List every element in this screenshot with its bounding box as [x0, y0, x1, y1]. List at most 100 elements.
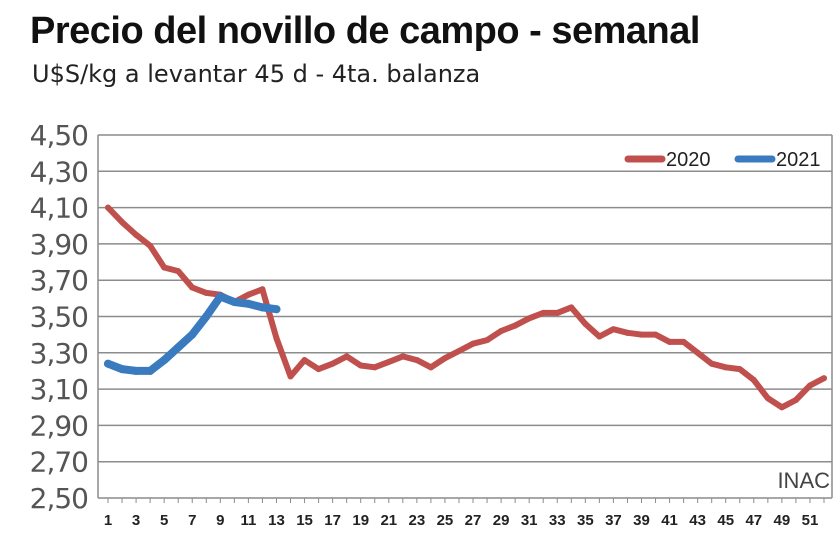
chart-title: Precio del novillo de campo - semanal — [30, 10, 700, 52]
data-point-2020 — [273, 335, 280, 342]
y-tick-label: 4,50 — [30, 119, 88, 152]
data-point-2020 — [343, 353, 350, 360]
y-tick-label: 2,70 — [30, 446, 88, 479]
x-tick-label: 1 — [104, 512, 112, 529]
x-tick-label: 19 — [352, 512, 369, 529]
y-tick-label: 4,10 — [30, 192, 88, 225]
data-point-2020 — [764, 395, 771, 402]
data-point-2021 — [230, 297, 239, 306]
data-point-2020 — [610, 326, 617, 333]
data-point-2021 — [258, 303, 267, 312]
data-point-2021 — [132, 366, 141, 375]
x-tick-label: 25 — [437, 512, 454, 529]
data-point-2020 — [554, 309, 561, 316]
x-tick-label: 33 — [549, 512, 566, 529]
data-point-2020 — [315, 366, 322, 373]
data-point-2020 — [329, 360, 336, 367]
data-point-2020 — [133, 231, 140, 238]
data-point-2020 — [105, 204, 111, 211]
data-point-2020 — [821, 375, 827, 382]
x-tick-label: 31 — [521, 512, 538, 529]
data-point-2020 — [427, 364, 434, 371]
data-point-2020 — [596, 333, 603, 340]
x-tick-label: 13 — [268, 512, 285, 529]
data-point-2020 — [455, 347, 462, 354]
legend-label-2020: 2020 — [666, 149, 711, 171]
y-tick-label: 3,30 — [30, 337, 88, 370]
data-point-2020 — [484, 337, 491, 344]
x-tick-label: 5 — [160, 512, 168, 529]
source-label: INAC — [777, 468, 830, 493]
data-point-2020 — [666, 338, 673, 345]
x-tick-label: 47 — [745, 512, 762, 529]
y-tick-label: 2,90 — [30, 409, 88, 442]
data-point-2020 — [540, 309, 547, 316]
data-point-2020 — [638, 331, 645, 338]
x-tick-label: 3 — [132, 512, 140, 529]
x-tick-label: 51 — [802, 512, 819, 529]
data-point-2020 — [806, 382, 813, 389]
x-tick-label: 27 — [465, 512, 482, 529]
data-point-2020 — [147, 242, 154, 249]
y-tick-label: 2,50 — [30, 482, 88, 515]
x-tick-label: 49 — [774, 512, 791, 529]
x-tick-label: 45 — [717, 512, 734, 529]
data-point-2020 — [287, 373, 294, 380]
data-point-2020 — [792, 396, 799, 403]
x-tick-label: 15 — [296, 512, 313, 529]
data-point-2020 — [652, 331, 659, 338]
y-tick-label: 3,70 — [30, 264, 88, 297]
data-point-2021 — [174, 343, 183, 352]
x-tick-label: 39 — [633, 512, 650, 529]
data-point-2020 — [399, 353, 406, 360]
x-tick-label: 35 — [577, 512, 594, 529]
data-point-2020 — [441, 355, 448, 362]
data-point-2020 — [161, 264, 168, 271]
data-point-2020 — [245, 291, 252, 298]
data-point-2020 — [470, 340, 477, 347]
x-tick-label: 17 — [324, 512, 341, 529]
data-point-2020 — [512, 322, 519, 329]
data-point-2020 — [736, 366, 743, 373]
x-tick-label: 7 — [188, 512, 196, 529]
y-tick-label: 3,10 — [30, 373, 88, 406]
x-tick-label: 41 — [661, 512, 678, 529]
data-point-2020 — [371, 364, 378, 371]
y-tick-label: 3,90 — [30, 228, 88, 261]
data-point-2021 — [244, 299, 253, 308]
data-point-2020 — [203, 289, 210, 296]
data-point-2020 — [526, 315, 533, 322]
data-point-2020 — [722, 364, 729, 371]
x-tick-label: 21 — [380, 512, 397, 529]
data-point-2020 — [680, 338, 687, 345]
y-tick-label: 3,50 — [30, 301, 88, 334]
data-point-2021 — [118, 365, 127, 374]
data-point-2021 — [188, 330, 197, 339]
x-tick-label: 23 — [409, 512, 426, 529]
legend-label-2021: 2021 — [776, 149, 821, 171]
data-point-2020 — [175, 268, 182, 275]
data-point-2021 — [272, 305, 281, 314]
data-point-2020 — [357, 362, 364, 369]
data-point-2020 — [708, 360, 715, 367]
data-point-2020 — [301, 357, 308, 364]
data-point-2020 — [624, 329, 631, 336]
x-tick-label: 37 — [605, 512, 622, 529]
data-point-2021 — [216, 292, 225, 301]
data-point-2020 — [778, 404, 785, 411]
data-point-2020 — [694, 349, 701, 356]
chart-subtitle: U$S/kg a levantar 45 d - 4ta. balanza — [32, 60, 481, 88]
data-point-2020 — [259, 286, 266, 293]
y-tick-label: 4,30 — [30, 155, 88, 188]
x-tick-label: 11 — [240, 512, 256, 529]
data-point-2021 — [104, 359, 112, 368]
data-point-2020 — [413, 357, 420, 364]
data-point-2020 — [119, 219, 126, 226]
data-point-2020 — [385, 358, 392, 365]
data-point-2021 — [146, 366, 155, 375]
data-point-2021 — [160, 356, 169, 365]
x-tick-label: 43 — [689, 512, 706, 529]
data-point-2020 — [568, 304, 575, 311]
data-point-2020 — [750, 377, 757, 384]
